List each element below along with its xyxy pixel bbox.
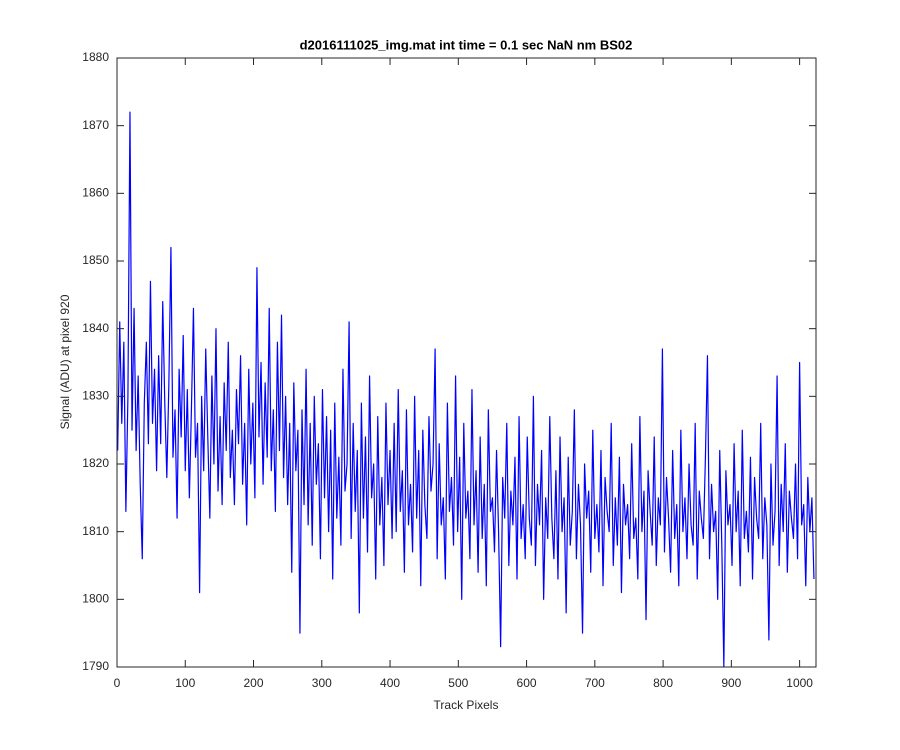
x-tick-label: 700 xyxy=(585,676,605,690)
x-tick-label: 100 xyxy=(175,676,195,690)
x-tick-label: 400 xyxy=(380,676,400,690)
plot-area xyxy=(117,58,816,667)
data-line xyxy=(117,111,815,667)
y-tick-label: 1850 xyxy=(82,253,109,267)
y-tick-label: 1860 xyxy=(82,186,109,200)
y-tick-label: 1830 xyxy=(82,389,109,403)
x-tick-label: 500 xyxy=(448,676,468,690)
x-tick-label: 0 xyxy=(114,676,121,690)
x-tick-label: 800 xyxy=(653,676,673,690)
y-tick-label: 1790 xyxy=(82,659,109,673)
x-tick-label: 900 xyxy=(721,676,741,690)
y-tick-label: 1880 xyxy=(82,50,109,64)
x-tick-label: 300 xyxy=(312,676,332,690)
y-tick-label: 1820 xyxy=(82,456,109,470)
axes-layer: 0 100 200 300 400 500 600 700 800 900 1000 1790 1800… xyxy=(82,50,816,690)
x-tick-label: 200 xyxy=(244,676,264,690)
x-tick-label: 1000 xyxy=(786,676,813,690)
y-axis-label: Signal (ADU) at pixel 920 xyxy=(58,294,72,429)
axes-box xyxy=(116,57,817,668)
y-tick-label: 1800 xyxy=(82,592,109,606)
plot-layer xyxy=(117,111,815,667)
x-tick-label: 600 xyxy=(517,676,537,690)
chart-title: d2016111025_img.mat int time = 0.1 sec N… xyxy=(300,37,633,52)
y-tick-label: 1840 xyxy=(82,321,109,335)
y-tick-label: 1810 xyxy=(82,524,109,538)
y-tick-label: 1870 xyxy=(82,118,109,132)
x-axis-label: Track Pixels xyxy=(434,698,499,712)
